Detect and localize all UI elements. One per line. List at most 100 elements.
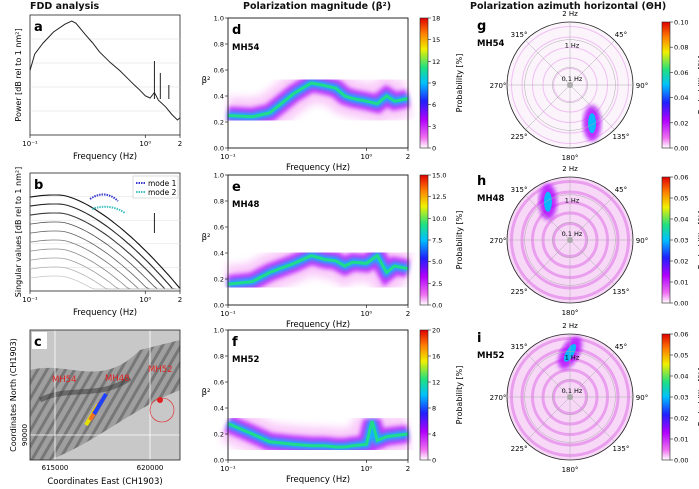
polar-angle-label: 2 Hz — [562, 322, 578, 330]
polar-spoke — [569, 352, 615, 398]
polar-spoke — [525, 195, 571, 241]
mode-2-trace — [91, 205, 126, 214]
panel-f-yticklabel: 0.8 — [214, 353, 224, 361]
panel-f-yticklabel: 1.0 — [214, 327, 224, 335]
polar-ring-label-01hz: 0.1 Hz — [562, 387, 583, 395]
panel-g-cbar-label: Probability [%] — [697, 56, 699, 115]
panel-b-xlabel: Frequency (Hz) — [73, 308, 137, 318]
panel-e-cbar-ticklabel: 7.5 — [432, 237, 442, 245]
panel-d-x-ticklabel: 2 — [406, 153, 410, 161]
panel-d-cbar-ticklabel: 18 — [432, 15, 440, 23]
panel-b-ylabel: Singular values [dB rel to 1 nm²] — [14, 167, 23, 297]
panel-b-x-ticklabel: 10⁻¹ — [22, 296, 38, 304]
panel-h-cbar-ticklabel: 0.01 — [674, 279, 688, 287]
panel-g-letter: g — [477, 19, 486, 34]
panel-i-cbar-label: Probability [%] — [697, 368, 699, 427]
panel-f-yticklabel: 0.2 — [214, 431, 224, 439]
panel-d-yticklabel: 0.2 — [214, 119, 224, 127]
panel-g-cbar-ticklabel: 0.10 — [674, 19, 688, 27]
panel-e-x-ticklabel: 10⁰ — [360, 310, 372, 318]
panel-d-yticklabel: 0.8 — [214, 41, 224, 49]
polar-center — [567, 237, 573, 243]
panel-e-site: MH48 — [232, 200, 259, 210]
panel-c-xtick-1: 620000 — [137, 464, 164, 472]
panel-c-ylabel: Coordinates North (CH1903) — [9, 338, 18, 452]
panel-g-cbar-ticklabel: 0.06 — [674, 69, 688, 77]
terrain-relief — [30, 340, 180, 460]
panel-e-yticklabel: 0.4 — [214, 250, 224, 258]
polar-angle-label: 135° — [612, 445, 629, 453]
panel-c-letter: c — [34, 335, 42, 350]
panel-d-letter: d — [232, 23, 241, 38]
panel-g: 2 Hz 45° 90° 135° 180° 225° 270° 315° 1 Hz 0.1 Hz… — [477, 10, 699, 162]
polar-spoke — [569, 396, 615, 442]
panel-e-cbar-ticklabel: 12.5 — [432, 193, 446, 201]
singular-value-curve-1 — [29, 194, 181, 289]
panel-f: f MH52 0.0 0.2 0.4 0.6 0.8 1.0 10⁻¹ 10⁰ 2 Frequency… — [202, 327, 464, 486]
panel-h: 2 Hz 45° 90° 135° 180° 225° 270° 315° 1 Hz 0.1 Hz… — [477, 165, 699, 317]
panel-e-cbar-ticklabel: 2.5 — [432, 280, 442, 288]
polar-angle-label: 270° — [490, 394, 507, 402]
panel-f-yticklabel: 0.6 — [214, 379, 224, 387]
panel-i-cbar-ticklabel: 0.05 — [674, 352, 688, 360]
polar-spoke — [525, 40, 571, 86]
panel-e-cbar-ticklabel: 10.0 — [432, 215, 446, 223]
panel-f-x-ticklabel: 10⁻¹ — [220, 465, 236, 473]
singular-value-curve-3 — [29, 212, 180, 290]
panel-h-letter: h — [477, 174, 486, 189]
singular-value-curve-4 — [29, 221, 180, 290]
panel-e-xlabel: Frequency (Hz) — [286, 320, 350, 330]
panel-i-cbar-ticklabel: 0.01 — [674, 436, 688, 444]
panel-d-cbar-label: Probability [%] — [455, 54, 464, 113]
polar-ring-label-1hz: 1 Hz — [565, 197, 580, 205]
panel-a-x-ticklabel: 2 — [178, 140, 182, 148]
panel-c-ytick: 90000 — [21, 424, 29, 446]
panel-a-xlabel: Frequency (Hz) — [73, 152, 137, 162]
panel-d-cbar-ticklabel: 0 — [432, 145, 436, 153]
panel-i-site: MH52 — [477, 351, 504, 361]
legend-label-2: mode 2 — [148, 188, 177, 197]
panel-e-cbar-ticklabel: 15.0 — [432, 172, 446, 180]
panel-e-yticklabel: 1.0 — [214, 172, 224, 180]
panel-f-cbar-ticklabel: 8 — [432, 405, 436, 413]
panel-f-cbar-label: Probability [%] — [455, 366, 464, 425]
panel-e-yticklabel: 0.2 — [214, 276, 224, 284]
panel-e-cbar-ticklabel: 0.0 — [432, 302, 442, 310]
panel-d-colorbar — [419, 17, 429, 149]
panel-h-cbar-ticklabel: 0.04 — [674, 216, 688, 224]
site-label-mh54: MH54 — [52, 375, 77, 385]
polar-angle-label: 225° — [511, 133, 528, 141]
panel-f-x-ticklabel: 10⁰ — [360, 465, 372, 473]
panel-f-x-ticklabel: 2 — [406, 465, 410, 473]
panel-h-cbar-ticklabel: 0.02 — [674, 258, 688, 266]
panel-d-yticklabel: 0.0 — [214, 145, 224, 153]
panel-h-cbar-label: Probability [%] — [697, 211, 699, 270]
polarization-arrow-3 — [92, 392, 108, 416]
polar-center — [567, 394, 573, 400]
polar-angle-label: 135° — [612, 288, 629, 296]
panel-i-cbar-ticklabel: 0.04 — [674, 373, 688, 381]
polar-angle-label: 90° — [636, 394, 648, 402]
singular-value-curve-7 — [29, 248, 180, 290]
polar-angle-label: 90° — [636, 82, 648, 90]
panel-a-frame — [29, 14, 181, 136]
polar-angle-label: 315° — [511, 186, 528, 194]
panel-c-xtick-0: 615000 — [42, 464, 69, 472]
polar-angle-label: 45° — [615, 31, 627, 39]
heatmap-ridge-core — [227, 81, 409, 119]
polar-angle-label: 180° — [562, 154, 579, 162]
site-label-mh52: MH52 — [148, 365, 173, 375]
polar-spoke — [525, 352, 571, 398]
panel-b-letter: b — [34, 178, 43, 193]
polar-angle-label: 315° — [511, 343, 528, 351]
heatmap-ridge-core — [227, 253, 409, 286]
panel-e-yticklabel: 0.0 — [214, 302, 224, 310]
panel-d-ylabel: β² — [202, 76, 211, 86]
polar-angle-label: 90° — [636, 237, 648, 245]
panel-d-cbar-ticklabel: 6 — [432, 101, 436, 109]
panel-e-colorbar — [419, 174, 429, 306]
panel-f-cbar-ticklabel: 20 — [432, 327, 440, 335]
